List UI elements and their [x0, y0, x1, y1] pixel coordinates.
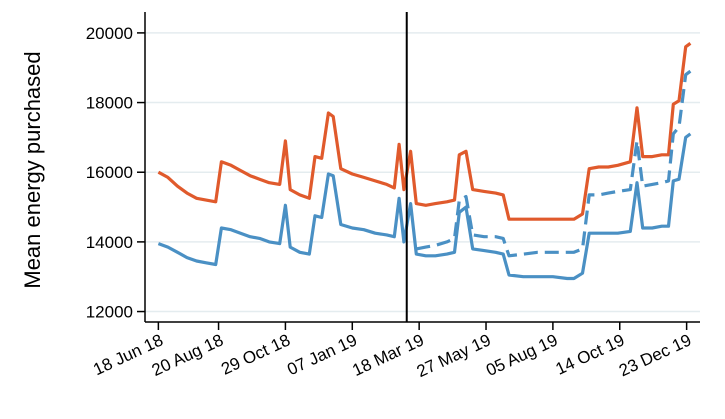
series-line-2 — [157, 132, 692, 281]
x-tick-label: 29 Oct 18 — [218, 330, 293, 378]
y-tick-label: 20000 — [86, 24, 133, 43]
x-tick-label: 05 Aug 19 — [483, 330, 560, 380]
x-tick-label: 14 Oct 19 — [553, 330, 628, 378]
series-line-1 — [157, 42, 692, 221]
gridlines — [145, 32, 700, 313]
y-axis-title: Mean energy purchased — [20, 51, 45, 288]
x-tick-label: 07 Jan 19 — [284, 330, 360, 379]
x-tick-label: 23 Dec 19 — [616, 330, 694, 380]
series-line-3 — [416, 69, 692, 258]
series-lines — [157, 42, 692, 281]
x-tick-label: 18 Mar 19 — [349, 330, 426, 380]
y-tick-label: 18000 — [86, 94, 133, 113]
y-tick-label: 14000 — [86, 233, 133, 252]
x-tick-label: 27 May 19 — [414, 330, 494, 381]
y-tick-label: 12000 — [86, 303, 133, 322]
y-tick-label: 16000 — [86, 163, 133, 182]
